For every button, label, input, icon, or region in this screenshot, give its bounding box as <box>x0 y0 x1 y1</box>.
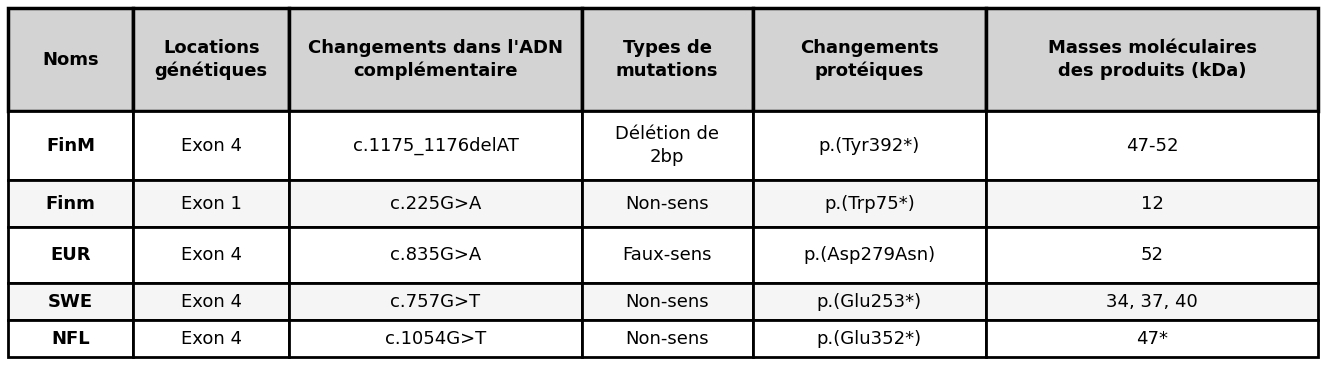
FancyBboxPatch shape <box>987 8 1318 111</box>
Text: Exon 4: Exon 4 <box>180 137 241 154</box>
FancyBboxPatch shape <box>582 320 753 357</box>
FancyBboxPatch shape <box>582 8 753 111</box>
FancyBboxPatch shape <box>8 227 134 283</box>
FancyBboxPatch shape <box>8 180 134 227</box>
FancyBboxPatch shape <box>753 283 987 320</box>
Text: p.(Asp279Asn): p.(Asp279Asn) <box>804 246 935 264</box>
FancyBboxPatch shape <box>289 227 582 283</box>
Text: Faux-sens: Faux-sens <box>622 246 712 264</box>
FancyBboxPatch shape <box>987 227 1318 283</box>
FancyBboxPatch shape <box>582 180 753 227</box>
FancyBboxPatch shape <box>753 227 987 283</box>
FancyBboxPatch shape <box>289 320 582 357</box>
FancyBboxPatch shape <box>289 111 582 180</box>
Text: 47*: 47* <box>1136 330 1168 347</box>
Text: Locations
génétiques: Locations génétiques <box>155 39 268 80</box>
FancyBboxPatch shape <box>582 283 753 320</box>
Text: 47-52: 47-52 <box>1126 137 1179 154</box>
FancyBboxPatch shape <box>134 320 289 357</box>
Text: 12: 12 <box>1140 195 1164 212</box>
Text: 34, 37, 40: 34, 37, 40 <box>1106 293 1197 311</box>
FancyBboxPatch shape <box>987 111 1318 180</box>
Text: NFL: NFL <box>52 330 90 347</box>
FancyBboxPatch shape <box>582 111 753 180</box>
Text: Changements dans l'ADN
complémentaire: Changements dans l'ADN complémentaire <box>308 39 564 80</box>
FancyBboxPatch shape <box>289 180 582 227</box>
Text: FinM: FinM <box>46 137 95 154</box>
Text: p.(Glu352*): p.(Glu352*) <box>817 330 922 347</box>
FancyBboxPatch shape <box>8 8 134 111</box>
FancyBboxPatch shape <box>987 283 1318 320</box>
FancyBboxPatch shape <box>753 111 987 180</box>
FancyBboxPatch shape <box>134 283 289 320</box>
FancyBboxPatch shape <box>134 180 289 227</box>
FancyBboxPatch shape <box>582 227 753 283</box>
Text: Non-sens: Non-sens <box>626 195 709 212</box>
FancyBboxPatch shape <box>753 180 987 227</box>
Text: p.(Trp75*): p.(Trp75*) <box>823 195 915 212</box>
Text: Exon 4: Exon 4 <box>180 293 241 311</box>
Text: p.(Tyr392*): p.(Tyr392*) <box>818 137 920 154</box>
FancyBboxPatch shape <box>8 283 134 320</box>
Text: p.(Glu253*): p.(Glu253*) <box>817 293 922 311</box>
Text: 52: 52 <box>1140 246 1164 264</box>
FancyBboxPatch shape <box>289 283 582 320</box>
FancyBboxPatch shape <box>753 320 987 357</box>
Text: c.757G>T: c.757G>T <box>390 293 480 311</box>
FancyBboxPatch shape <box>8 111 134 180</box>
Text: Changements
protéiques: Changements protéiques <box>800 39 939 80</box>
Text: c.1054G>T: c.1054G>T <box>385 330 487 347</box>
FancyBboxPatch shape <box>987 180 1318 227</box>
Text: Délétion de
2bp: Délétion de 2bp <box>615 126 719 166</box>
Text: Exon 4: Exon 4 <box>180 246 241 264</box>
FancyBboxPatch shape <box>289 8 582 111</box>
Text: c.225G>A: c.225G>A <box>390 195 481 212</box>
Text: Non-sens: Non-sens <box>626 330 709 347</box>
Text: Types de
mutations: Types de mutations <box>617 39 719 80</box>
Text: SWE: SWE <box>48 293 93 311</box>
Text: Exon 1: Exon 1 <box>180 195 241 212</box>
FancyBboxPatch shape <box>134 8 289 111</box>
Text: Finm: Finm <box>45 195 95 212</box>
Text: c.1175_1176delAT: c.1175_1176delAT <box>353 137 518 155</box>
FancyBboxPatch shape <box>8 320 134 357</box>
Text: EUR: EUR <box>50 246 91 264</box>
FancyBboxPatch shape <box>134 227 289 283</box>
FancyBboxPatch shape <box>134 111 289 180</box>
Text: Masses moléculaires
des produits (kDa): Masses moléculaires des produits (kDa) <box>1048 39 1257 80</box>
FancyBboxPatch shape <box>753 8 987 111</box>
Text: c.835G>A: c.835G>A <box>390 246 481 264</box>
Text: Exon 4: Exon 4 <box>180 330 241 347</box>
FancyBboxPatch shape <box>987 320 1318 357</box>
Text: Noms: Noms <box>42 51 99 69</box>
Text: Non-sens: Non-sens <box>626 293 709 311</box>
